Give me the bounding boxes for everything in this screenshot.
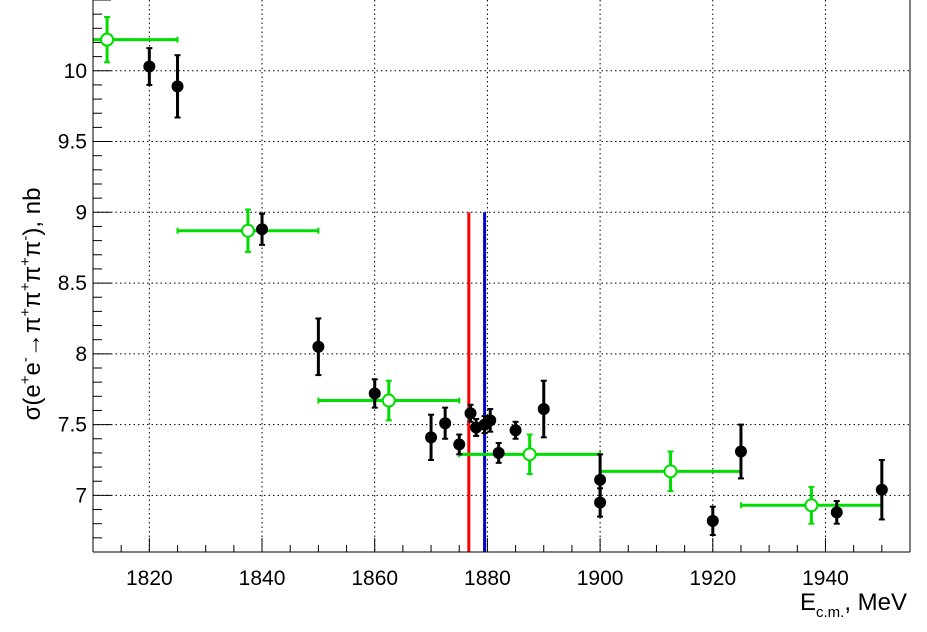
y-tick-label: 10 (64, 60, 87, 83)
grid-lines (93, 0, 910, 552)
data-point-filled (875, 459, 888, 521)
data-point-open (317, 379, 461, 422)
marker (256, 223, 269, 236)
data-point-open (176, 208, 320, 253)
marker (100, 32, 115, 47)
x-tick-label: 1920 (689, 567, 736, 590)
x-tick-label: 1860 (351, 567, 398, 590)
y-tick-label: 9 (75, 201, 87, 224)
marker (381, 393, 396, 408)
y-tick-label: 8.5 (58, 272, 87, 295)
data-point-filled (439, 406, 452, 440)
data-point-open (458, 433, 602, 476)
marker (830, 506, 843, 519)
data-point-filled (537, 379, 550, 439)
data-point-open (599, 450, 742, 493)
x-tick-label: 1940 (802, 567, 849, 590)
marker (453, 438, 466, 451)
data-point-filled (734, 423, 747, 480)
y-axis-title: σ(e+e-→π+π+π+π-), nb (17, 188, 46, 421)
marker (522, 447, 537, 462)
data-point-filled (143, 47, 156, 86)
x-tick-label: 1840 (239, 567, 286, 590)
data-point-filled (425, 413, 438, 461)
y-tick-label: 7 (75, 484, 87, 507)
data-point-filled (453, 433, 466, 456)
data-point-open (739, 485, 883, 525)
marker (171, 80, 184, 93)
marker (594, 496, 607, 509)
marker (464, 407, 477, 420)
x-tick-label: 1900 (577, 567, 624, 590)
x-tick-label: 1820 (126, 567, 173, 590)
marker (706, 514, 719, 527)
threshold-lines (467, 212, 487, 552)
marker (425, 431, 438, 444)
data-point-filled (706, 505, 719, 537)
y-tick-label: 7.5 (58, 414, 87, 437)
marker (509, 424, 522, 437)
marker (143, 60, 156, 73)
x-tick-label: 1880 (464, 567, 511, 590)
marker (439, 417, 452, 430)
series-filled-circles (143, 47, 888, 537)
data-point-filled (484, 408, 497, 433)
x-axis-ticks: 1820 1840 1860 1880 1900 1920 1940 (92, 538, 911, 590)
data-point-open (93, 15, 179, 64)
data-point-filled (464, 403, 477, 423)
x-axis-title: Ec.m., MeV (800, 589, 907, 621)
data-point-filled (368, 378, 381, 409)
marker (312, 340, 325, 353)
data-point-filled (171, 54, 184, 119)
marker (734, 445, 747, 458)
marker (594, 473, 607, 486)
y-axis-ticks: 7 7.5 8 8.5 9 9.5 10 (58, 0, 111, 553)
data-point-filled (830, 500, 843, 525)
series-open-circles (93, 15, 883, 525)
marker (484, 414, 497, 427)
plot-frame (92, 0, 911, 553)
y-tick-label: 8 (75, 343, 87, 366)
marker (240, 223, 255, 238)
data-point-filled (594, 487, 607, 518)
data-point-filled (256, 212, 269, 246)
marker (875, 483, 888, 496)
data-point-filled (492, 442, 505, 464)
data-point-filled (312, 317, 325, 377)
y-tick-label: 9.5 (58, 131, 87, 154)
marker (537, 403, 550, 416)
marker (492, 446, 505, 459)
marker (804, 498, 819, 513)
marker (663, 464, 678, 479)
marker (368, 387, 381, 400)
data-point-filled (509, 420, 522, 440)
